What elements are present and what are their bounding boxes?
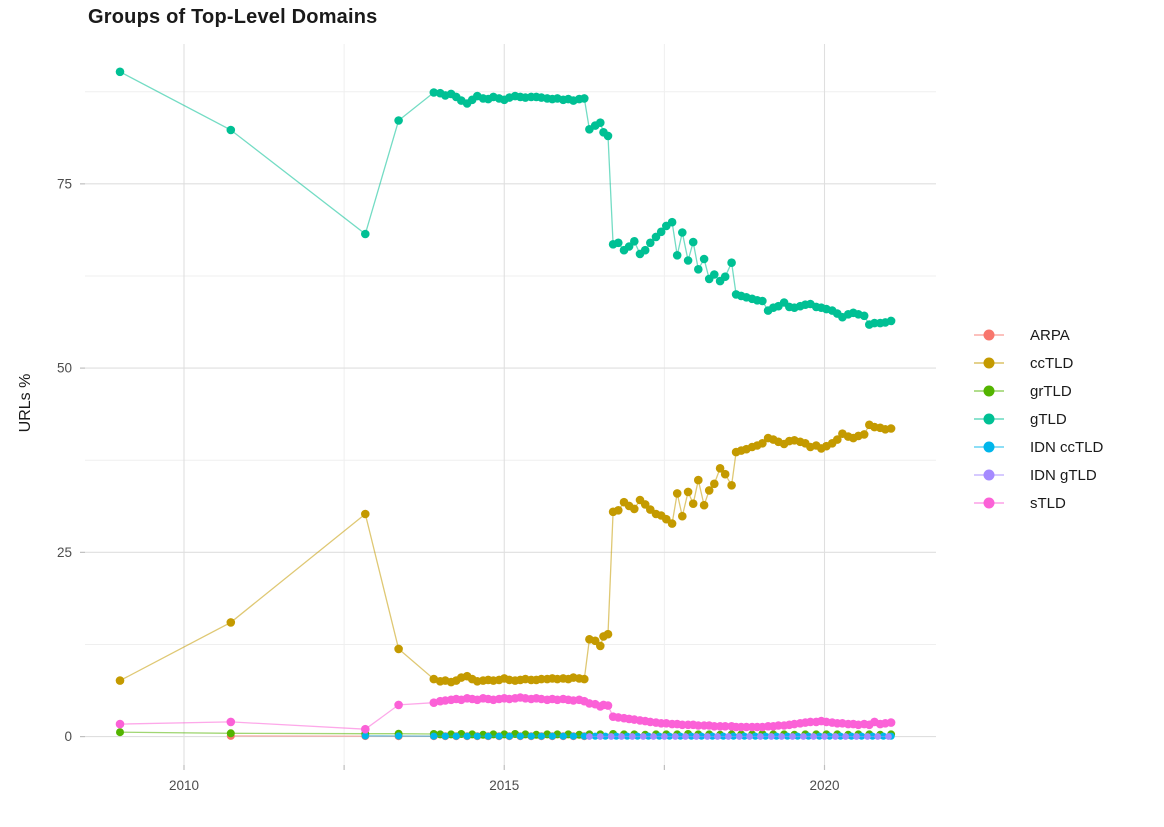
axis-tick-labels: 2010 2015 2020 0 25 50 75 [57,176,840,793]
legend-item-arpa: ARPA [974,321,1103,349]
gridlines-major [85,44,936,765]
legend-label: IDN ccTLD [1030,438,1104,456]
series-gtld [115,67,896,329]
x-tick-label: 2020 [809,778,839,793]
legend-key [974,441,1004,454]
legend-key-dot [983,357,995,369]
legend-key-dot [983,497,995,509]
y-tick-label: 50 [57,361,72,376]
legend-key [974,357,1004,370]
legend-key-dot [983,385,995,397]
chart-title: Groups of Top-Level Domains [88,6,378,28]
legend-item-idn-cctld: IDN ccTLD [974,433,1103,461]
legend-item-gtld: gTLD [974,405,1103,433]
legend-key-dot [983,441,995,453]
x-tick-label: 2010 [169,778,199,793]
legend-item-cctld: ccTLD [974,349,1103,377]
y-tick-label: 25 [57,545,72,560]
legend-item-stld: sTLD [974,489,1103,517]
series-idn-gtld [586,733,892,740]
series-stld [115,693,896,734]
legend: ARPA ccTLD grTLD gTLD IDN ccTLD IDN gTLD sTLD [974,321,1103,517]
legend-key-dot [983,469,995,481]
legend-key [974,469,1004,482]
y-tick-label: 75 [57,176,72,191]
series-line-gtld [119,71,892,326]
legend-key [974,413,1004,426]
axis-ticks [80,183,826,770]
gridlines-minor [85,44,936,765]
series-line-cctld [119,423,892,683]
legend-key-dot [983,413,995,425]
series-cctld [115,420,896,687]
legend-key [974,329,1004,342]
legend-item-idn-gtld: IDN gTLD [974,461,1103,489]
legend-item-grtld: grTLD [974,377,1103,405]
x-tick-label: 2015 [489,778,519,793]
legend-label: sTLD [1030,494,1066,512]
legend-label: IDN gTLD [1030,466,1097,484]
legend-key [974,497,1004,510]
legend-label: ARPA [1030,326,1070,344]
y-axis-title: URLs % [17,373,34,433]
legend-label: grTLD [1030,382,1072,400]
legend-label: ccTLD [1030,354,1074,372]
y-tick-label: 0 [64,729,72,744]
legend-key [974,385,1004,398]
legend-key-dot [983,329,995,341]
legend-label: gTLD [1030,410,1067,428]
